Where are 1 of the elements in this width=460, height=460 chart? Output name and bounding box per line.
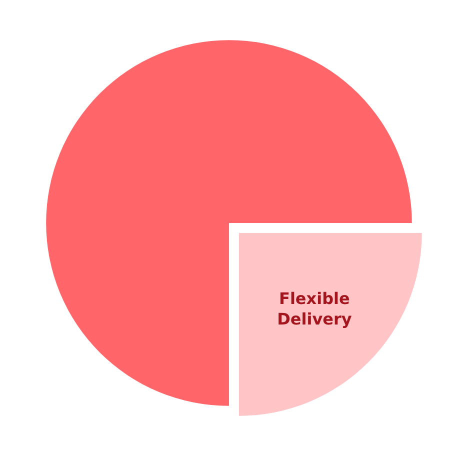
slice-label: Flexible Delivery	[277, 288, 352, 329]
